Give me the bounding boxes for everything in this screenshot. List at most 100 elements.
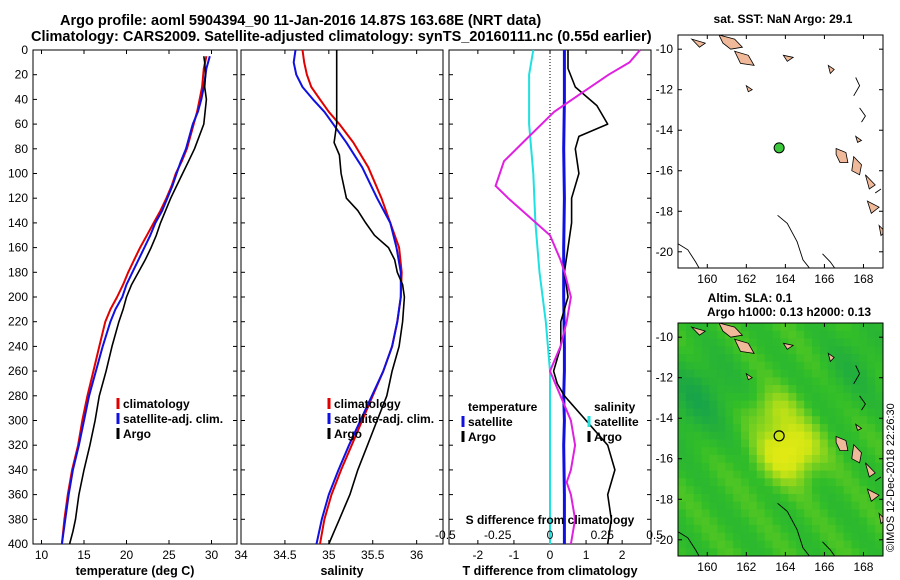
sla-map-sla-cell [859, 424, 868, 433]
sla-map-sla-cell [812, 338, 821, 347]
sla-map-sla-cell [835, 424, 845, 433]
diff-legend-label: satellite [468, 415, 513, 429]
sla-map-sla-cell [859, 501, 868, 510]
sla-map-sla-cell [772, 392, 782, 402]
sla-map-sla-cell [851, 354, 860, 363]
sla-map-sla-cell [678, 509, 687, 518]
sla-map-sla-cell [725, 400, 734, 410]
sla-map-sla-cell [764, 455, 774, 464]
sla-map-sla-cell [709, 330, 718, 340]
sla-map-sla-cell [812, 424, 821, 433]
sla-map-sla-cell [733, 323, 742, 332]
sla-map-sla-cell [835, 501, 845, 510]
sla-map-ytick-label: -18 [656, 492, 674, 506]
temp-ytick-label: 260 [8, 364, 28, 378]
sla-map-sla-cell [741, 408, 750, 417]
sla-map-sla-cell [827, 431, 837, 441]
temp-ytick-label: 300 [8, 414, 28, 428]
sla-map-float-marker [773, 430, 785, 442]
sla-map-sla-cell [693, 493, 703, 503]
difference-panel: -2 -1 0 1 2 T difference from climatology S di… [435, 49, 663, 578]
sla-map-sla-cell [756, 540, 766, 549]
sla-map-sla-cell [796, 455, 805, 464]
sla-map-sla-cell [685, 323, 695, 332]
sla-map-sla-cell [693, 517, 703, 526]
sla-map-sla-cell [709, 478, 718, 487]
sla-map-sla-cell [859, 455, 868, 464]
sla-map-island [733, 338, 755, 354]
salinity-panel: 34 34.5 35 35.5 36 salinity climatologysatelli… [234, 49, 444, 578]
sla-map-sla-cell [725, 548, 734, 556]
sla-map-sla-cell [804, 509, 813, 518]
sla-map-sla-cell [819, 338, 829, 347]
sla-map-sla-cell [701, 540, 711, 549]
sla-map-sla-cell [685, 478, 695, 487]
sst-map-island [690, 38, 707, 48]
sla-map-sla-cell [796, 447, 805, 456]
sla-map-sla-cell [843, 338, 853, 347]
sla-map-sla-cell [756, 478, 766, 487]
sla-map-sla-cell [827, 385, 837, 394]
sla-map-sla-cell [875, 470, 883, 479]
diff-legend-label: Argo [594, 430, 622, 444]
sla-map-sla-cell [867, 509, 876, 518]
sla-map-sla-cell [859, 385, 868, 394]
sla-map-sla-cell [843, 455, 853, 464]
sla-map-sla-cell [685, 501, 695, 510]
sla-map-sla-cell [764, 524, 774, 534]
sla-map-sla-cell [685, 532, 695, 542]
temp-legend-label: satellite-adj. clim. [123, 412, 223, 426]
sla-map-sla-cell [859, 524, 868, 534]
sla-map-ytick-label: -10 [656, 330, 674, 344]
sla-map-sla-cell [678, 532, 687, 542]
sla-map-sla-cell [875, 501, 883, 510]
sla-map-sla-cell [725, 524, 734, 534]
sla-map-title: Altim. SLA: 0.1 [708, 291, 793, 305]
sla-map-sla-cell [827, 338, 837, 347]
sla-map-sla-cell [788, 385, 797, 394]
sla-map-sla-cell [709, 493, 718, 503]
sla-map-sla-cell [780, 354, 789, 363]
sla-map-sla-cell [780, 408, 789, 417]
sal-legend-label: Argo [334, 427, 362, 441]
sla-map-sla-cell [827, 416, 837, 425]
sla-map-sla-cell [827, 455, 837, 464]
temp-xtick-label: 20 [120, 548, 134, 562]
sla-map-sla-cell [780, 400, 789, 410]
sla-map-sla-cell [859, 540, 868, 549]
sla-map-xtick-label: 160 [697, 560, 717, 574]
sla-map-sla-cell [717, 540, 726, 549]
sla-map-sla-cell [819, 424, 829, 433]
sla-map-sla-cell [709, 385, 718, 394]
sla-map-sla-cell [709, 517, 718, 526]
sla-map-sla-cell [772, 323, 782, 332]
sla-map-sla-cell [843, 462, 853, 472]
sla-map-frame [677, 322, 884, 557]
sla-map-sla-cell [827, 470, 837, 479]
sla-map-sla-cell [717, 478, 726, 487]
sla-map-sla-cell [827, 323, 837, 332]
sla-map-sla-cell [835, 470, 845, 479]
sla-map-sla-cell [733, 509, 742, 518]
sla-map-sla-cell [851, 323, 860, 332]
sla-map-sla-cell [741, 540, 750, 549]
sla-map-sla-cell [685, 408, 695, 417]
figure-title-line2: Climatology: CARS2009. Satellite-adjuste… [31, 29, 652, 45]
sla-map-sla-cell [780, 361, 789, 371]
sla-map-sla-cell [788, 369, 797, 378]
sla-map-sla-cell [756, 486, 766, 495]
sla-map-sla-cell [693, 323, 703, 332]
sla-map-sla-cell [749, 424, 758, 433]
sla-map-sla-cell [812, 524, 821, 534]
sla-map-sla-cell [796, 392, 805, 402]
sla-map-sla-cell [733, 501, 742, 510]
sla-map-sla-cell [796, 338, 805, 347]
sla-map-sla-cell [819, 323, 829, 332]
sla-map-sla-cell [875, 377, 883, 386]
sla-map-sla-cell [796, 540, 805, 549]
sla-map-sla-cell [827, 486, 837, 495]
sla-map-sla-cell [678, 330, 687, 340]
sla-map-sla-cell [693, 455, 703, 464]
sst-map-ytick-label: -12 [656, 83, 674, 97]
